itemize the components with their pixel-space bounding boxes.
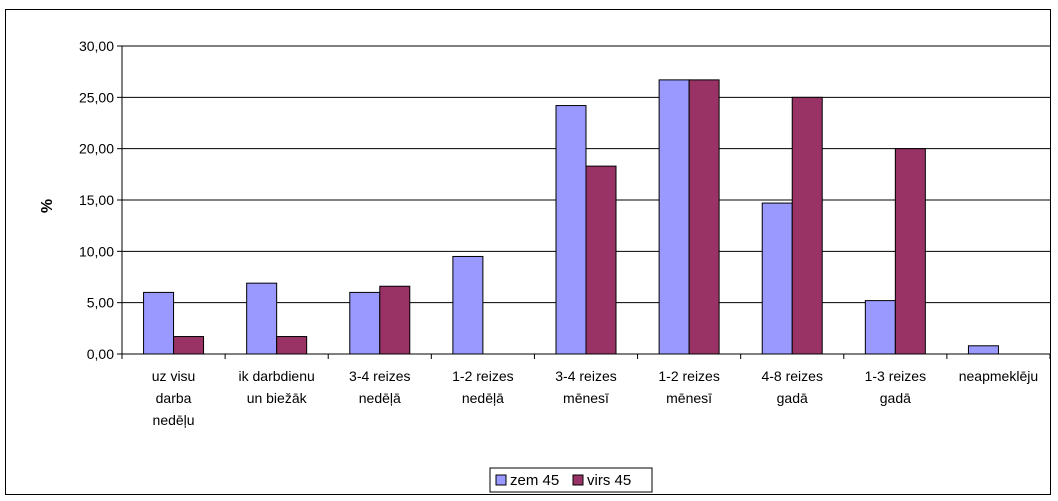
y-tick-label: 5,00: [87, 295, 114, 311]
bar-zem-45: [246, 282, 278, 355]
bar-zem-45: [761, 202, 793, 355]
bar-virs-45: [585, 165, 617, 355]
legend-label-virs-45: virs 45: [587, 472, 631, 489]
bar-virs-45: [379, 285, 411, 355]
y-axis-label: %: [39, 199, 56, 213]
bar-zem-45: [143, 291, 175, 355]
y-tick-label: 15,00: [79, 192, 114, 208]
bar-virs-45: [791, 96, 823, 355]
x-tick-label: neapmeklēju: [959, 368, 1038, 384]
bar-zem-45: [658, 79, 690, 355]
bars: [143, 79, 999, 355]
bar-zem-45: [555, 105, 587, 355]
bar-zem-45: [864, 300, 896, 355]
bar-zem-45: [452, 255, 484, 355]
x-tick-label: uz visu darba nedēļu: [152, 368, 196, 428]
bar-chart: 0,00 5,00 10,00 15,00 20,00 25,00 30,00 uz vis…: [39, 38, 1051, 493]
x-tick-labels: uz visu darba nedēļu ik darbdienu un biežāk 3…: [152, 368, 1038, 428]
x-tick-label: 1-3 reizes gadā: [865, 368, 926, 406]
x-tick-label: 1-2 reizes mēnesī: [658, 368, 719, 406]
bar-zem-45: [967, 345, 999, 355]
y-tick-labels: 0,00 5,00 10,00 15,00 20,00 25,00 30,00: [79, 38, 114, 362]
y-tick-label: 0,00: [87, 346, 114, 362]
legend-label-zem-45: zem 45: [510, 472, 559, 489]
y-tick-label: 20,00: [79, 141, 114, 157]
x-tick-label: 1-2 reizes nedēļā: [452, 368, 513, 406]
legend-swatch-virs-45: [572, 474, 584, 486]
bar-zem-45: [349, 291, 381, 355]
y-tick-label: 30,00: [79, 38, 114, 54]
bar-virs-45: [173, 336, 205, 355]
y-tick-label: 10,00: [79, 243, 114, 259]
x-tick-label: 4-8 reizes gadā: [761, 368, 822, 406]
x-tick-label: 3-4 reizes nedēļā: [349, 368, 410, 406]
bar-virs-45: [894, 148, 926, 355]
legend-box: [489, 467, 653, 493]
x-tick-label: ik darbdienu un biežāk: [239, 368, 315, 406]
y-tick-label: 25,00: [79, 89, 114, 105]
legend: zem 45 virs 45: [489, 467, 653, 493]
axes: [117, 45, 1051, 359]
bar-virs-45: [688, 79, 720, 355]
bar-virs-45: [276, 336, 308, 355]
legend-swatch-zem-45: [495, 474, 507, 486]
x-tick-label: 3-4 reizes mēnesī: [555, 368, 616, 406]
chart-area: 0,00 5,00 10,00 15,00 20,00 25,00 30,00 uz vis…: [5, 9, 1051, 495]
